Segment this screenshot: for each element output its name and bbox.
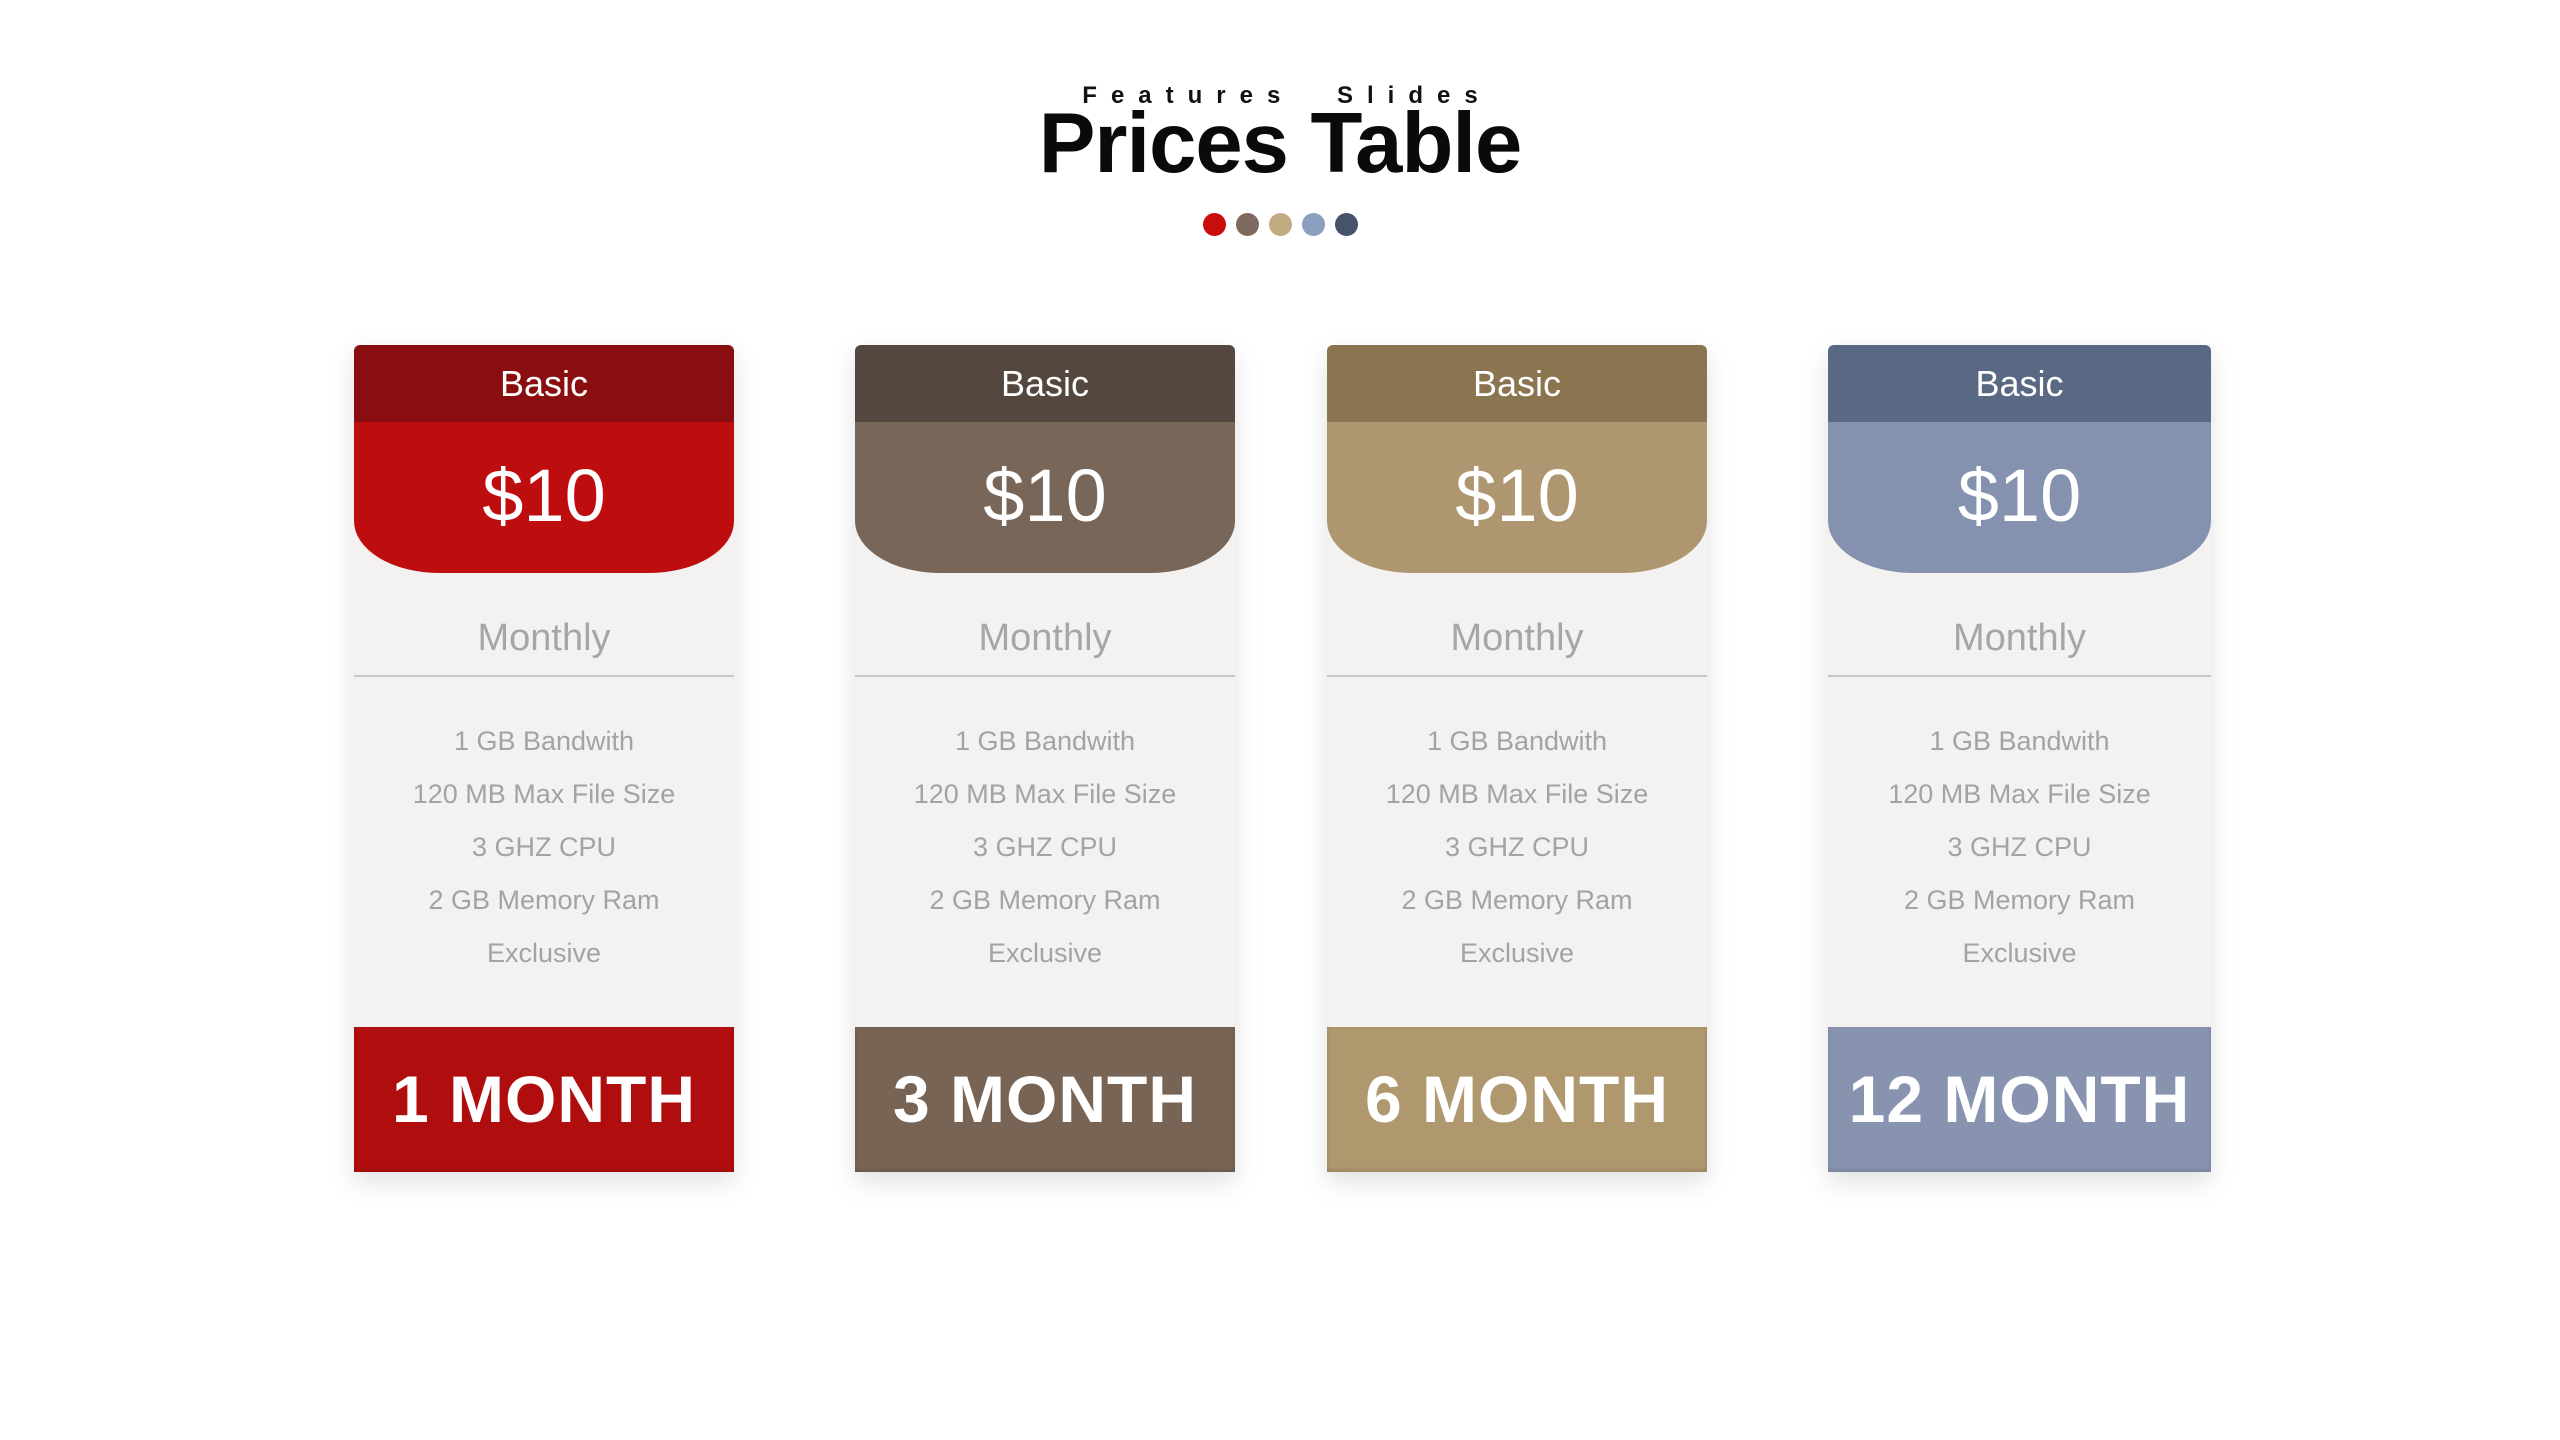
plan-name: Basic <box>1975 363 2064 404</box>
billing-period: Monthly <box>1450 617 1584 659</box>
duration-band: 6 MONTH <box>1327 1027 1707 1172</box>
plan-name: Basic <box>1472 363 1562 404</box>
feature-item: 3 GHZ CPU <box>1947 832 2092 862</box>
feature-item: 120 MB Max File Size <box>412 779 676 809</box>
feature-item: 120 MB Max File Size <box>913 779 1177 809</box>
feature-item: 1 GB Bandwith <box>1929 726 2110 756</box>
feature-list: 1 GB Bandwith 120 MB Max File Size 3 GHZ… <box>354 715 734 980</box>
plan-name: Basic <box>1000 363 1090 404</box>
feature-item: 1 GB Bandwith <box>453 726 635 756</box>
pricing-card-3-month: Basic $10 Monthly 1 GB Bandwith 120 MB M… <box>855 345 1235 1172</box>
price-area: $10 <box>855 422 1235 573</box>
feature-list: 1 GB Bandwith 120 MB Max File Size 3 GHZ… <box>1327 715 1707 980</box>
feature-item: Exclusive <box>1962 938 2077 968</box>
price: $10 <box>1455 454 1579 537</box>
plan-name: Basic <box>499 363 589 404</box>
feature-list: 1 GB Bandwith 120 MB Max File Size 3 GHZ… <box>1828 715 2211 980</box>
divider <box>1828 675 2211 677</box>
price: $10 <box>482 454 606 537</box>
plan-name-band: Basic <box>855 345 1235 422</box>
feature-item: Exclusive <box>1459 938 1575 968</box>
billing-period: Monthly <box>477 617 611 659</box>
accent-dot-brown <box>1235 213 1259 236</box>
feature-item: 2 GB Memory Ram <box>1401 885 1633 915</box>
accent-dot-tan <box>1268 213 1292 236</box>
duration-band: 3 MONTH <box>855 1027 1235 1172</box>
pricing-card-1-month: Basic $10 Monthly 1 GB Bandwith 120 MB M… <box>354 345 734 1172</box>
page-title: Prices Table <box>1038 96 1523 191</box>
duration-band: 1 MONTH <box>354 1027 734 1172</box>
divider <box>855 675 1235 677</box>
plan-name-band: Basic <box>354 345 734 422</box>
feature-item: Exclusive <box>486 938 602 968</box>
feature-item: Exclusive <box>987 938 1103 968</box>
price-area: $10 <box>1828 422 2211 573</box>
feature-item: 1 GB Bandwith <box>954 726 1136 756</box>
feature-list: 1 GB Bandwith 120 MB Max File Size 3 GHZ… <box>855 715 1235 980</box>
plan-name-band: Basic <box>1828 345 2211 422</box>
accent-dots <box>0 213 2560 236</box>
feature-item: 1 GB Bandwith <box>1426 726 1608 756</box>
price: $10 <box>1957 454 2082 537</box>
pricing-card-12-month: Basic $10 Monthly 1 GB Bandwith 120 MB M… <box>1828 345 2211 1172</box>
price-area: $10 <box>1327 422 1707 573</box>
billing-period: Monthly <box>978 617 1112 659</box>
accent-dot-lightblue <box>1301 213 1325 236</box>
duration-band: 12 MONTH <box>1828 1027 2211 1172</box>
pricing-card-6-month: Basic $10 Monthly 1 GB Bandwith 120 MB M… <box>1327 345 1707 1172</box>
feature-item: 120 MB Max File Size <box>1888 779 2151 809</box>
price-area: $10 <box>354 422 734 573</box>
feature-item: 2 GB Memory Ram <box>428 885 660 915</box>
feature-item: 3 GHZ CPU <box>972 832 1118 862</box>
feature-item: 2 GB Memory Ram <box>929 885 1161 915</box>
billing-period: Monthly <box>1952 617 2087 659</box>
divider <box>1327 675 1707 677</box>
feature-item: 3 GHZ CPU <box>1444 832 1590 862</box>
accent-dot-darkblue <box>1334 213 1358 236</box>
feature-item: 2 GB Memory Ram <box>1903 885 2136 915</box>
price: $10 <box>983 454 1107 537</box>
feature-item: 3 GHZ CPU <box>471 832 617 862</box>
feature-item: 120 MB Max File Size <box>1385 779 1649 809</box>
accent-dot-red <box>1202 213 1226 236</box>
plan-name-band: Basic <box>1327 345 1707 422</box>
slide-subtitle: Features Slides <box>1082 82 1492 109</box>
divider <box>354 675 734 677</box>
